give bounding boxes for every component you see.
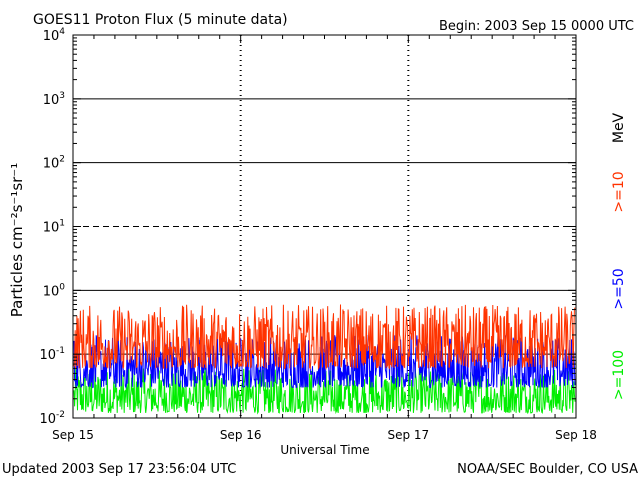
legend-item-ge50: >=50 [611, 268, 627, 309]
x-tick-label: Sep 18 [555, 428, 597, 442]
y-tick-label: 100 [43, 282, 66, 299]
series-line-ge50 [73, 334, 576, 390]
y-axis-label: Particles cm⁻²s⁻¹sr⁻¹ [8, 163, 26, 317]
y-axis-ticks: 10-2 10-1 100 101 102 103 104 [39, 27, 576, 427]
y-tick-label: 10-1 [39, 346, 65, 363]
legend-item-ge10: >=10 [611, 171, 627, 212]
credit-text: NOAA/SEC Boulder, CO USA [457, 462, 638, 477]
y-tick-label: 104 [43, 27, 66, 44]
data-series [73, 304, 576, 415]
x-tick-label: Sep 16 [220, 428, 262, 442]
x-tick-label: Sep 15 [52, 428, 94, 442]
chart-title: GOES11 Proton Flux (5 minute data) [33, 12, 288, 28]
legend-item-ge100: >=100 [611, 350, 627, 400]
legend: MeV >=10 >=50 >=100 [611, 112, 627, 400]
legend-unit: MeV [611, 112, 627, 143]
y-tick-label: 103 [43, 91, 65, 108]
x-axis-label: Universal Time [280, 443, 369, 457]
begin-time: Begin: 2003 Sep 15 0000 UTC [439, 19, 634, 34]
updated-timestamp: Updated 2003 Sep 17 23:56:04 UTC [2, 462, 236, 477]
y-tick-label: 102 [43, 155, 65, 172]
series-line-ge100 [73, 368, 576, 415]
y-tick-label: 101 [43, 219, 65, 236]
x-axis-ticks: Sep 15 Sep 16 Sep 17 Sep 18 [52, 35, 597, 442]
x-tick-label: Sep 17 [387, 428, 429, 442]
series-line-ge10 [73, 304, 576, 371]
y-tick-label: 10-2 [39, 410, 65, 427]
